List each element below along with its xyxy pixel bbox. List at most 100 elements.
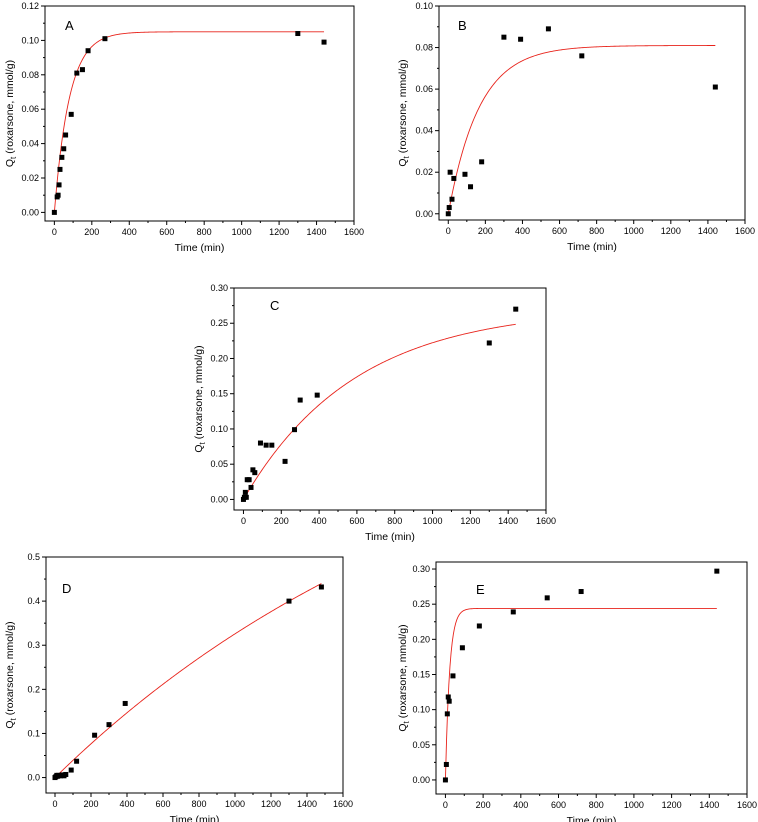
panel-a-data-point	[321, 39, 327, 45]
panel-d-y-tick-label: 0.2	[27, 684, 40, 694]
panel-b-x-tick-label: 600	[552, 226, 567, 236]
panel-c-y-tick-label: 0.05	[210, 459, 228, 469]
panel-a-data-point	[59, 154, 65, 160]
panel-b-y-tick-label: 0.02	[415, 167, 433, 177]
panel-a-y-tick-label: 0.04	[21, 139, 39, 149]
panel-c-fit-curve	[243, 323, 516, 500]
panel-a-data-point	[79, 67, 85, 73]
panel-a-x-axis-label: Time (min)	[175, 242, 225, 254]
panel-a-data-point	[295, 31, 301, 37]
panel-e-data-point	[714, 568, 720, 574]
panel-d-x-tick-label: 0	[52, 799, 57, 809]
panel-b-y-tick-label: 0.00	[415, 209, 433, 219]
panel-d-fit-curve	[54, 583, 322, 778]
panel-c-x-tick-label: 200	[274, 516, 289, 526]
panel-d-x-tick-label: 600	[155, 799, 170, 809]
panel-b-data-point	[446, 205, 452, 211]
panel-e-y-tick-label: 0.30	[412, 564, 430, 574]
panel-c-data-point	[292, 427, 298, 433]
panel-b-x-tick-label: 400	[515, 226, 530, 236]
panel-c-data-point	[248, 484, 254, 490]
panel-b-y-tick-label: 0.08	[415, 43, 433, 53]
panel-e-x-tick-label: 1600	[737, 800, 757, 810]
panel-c-data-point	[252, 470, 258, 476]
panel-a-x-tick-label: 800	[197, 227, 212, 237]
panel-c-x-tick-label: 0	[241, 516, 246, 526]
panel-c-x-tick-label: 1600	[536, 516, 556, 526]
panel-e-data-point	[443, 761, 449, 767]
panel-c-x-tick-label: 600	[349, 516, 364, 526]
panel-a-x-tick-label: 600	[159, 227, 174, 237]
panel-d-y-tick-label: 0.1	[27, 728, 40, 738]
panel-e-x-tick-label: 1200	[662, 800, 682, 810]
panel-a-data-point	[102, 36, 108, 42]
panel-d-data-point	[63, 771, 69, 777]
panel-c-x-tick-label: 1200	[460, 516, 480, 526]
panel-c-data-point	[282, 458, 288, 464]
panel-a-x-tick-label: 1600	[344, 227, 364, 237]
panel-c-y-axis-label: Qt (roxarsone, mmol/g)	[193, 345, 207, 452]
panel-b-letter-label: B	[458, 18, 467, 33]
panel-c-y-tick-label: 0.00	[210, 494, 228, 504]
panel-e-letter-label: E	[476, 582, 485, 597]
panel-b-x-tick-label: 800	[589, 226, 604, 236]
panel-c-y-tick-label: 0.25	[210, 318, 228, 328]
panel-a-plot-frame	[44, 5, 355, 222]
panel-c-data-point	[250, 467, 256, 473]
panel-c-data-point	[513, 306, 519, 312]
panel-a-data-point	[61, 146, 67, 152]
panel-b-x-tick-label: 200	[478, 226, 493, 236]
panel-a-data-point	[55, 192, 61, 198]
panel-e-data-point	[544, 595, 550, 601]
panel-a-x-tick-label: 0	[52, 227, 57, 237]
panel-e-data-point	[445, 694, 451, 700]
panel-e-data-point	[442, 777, 448, 783]
panel-d-data-point	[286, 598, 292, 604]
panel-b-data-point	[449, 196, 455, 202]
panel-e-x-axis-label: Time (min)	[567, 815, 617, 822]
panel-b-x-axis-label: Time (min)	[567, 241, 617, 253]
panel-e-plot-frame	[435, 561, 748, 795]
panel-d-y-tick-label: 0.3	[27, 640, 40, 650]
panel-b-data-point	[447, 169, 453, 175]
panel-a-data-point	[74, 70, 80, 76]
panel-b-data-point	[579, 53, 585, 59]
panel-d-plot-frame	[45, 556, 344, 794]
panel-c-data-point	[242, 489, 248, 495]
panel-a-y-tick-label: 0.12	[21, 1, 39, 11]
panel-d-x-tick-label: 1400	[297, 799, 317, 809]
panel-d-y-axis-label: Qt (roxarsone, mmol/g)	[4, 621, 18, 728]
chart-panel-e: 0 200 400 600 800 1000 1200 1400 1600 0.00 0.05 0.1…	[397, 561, 757, 822]
panel-a-y-tick-label: 0.10	[21, 35, 39, 45]
panel-e-data-point	[476, 623, 482, 629]
panel-d-data-point	[92, 732, 98, 738]
panel-c-data-point	[243, 494, 249, 500]
panel-a-fit-curve	[53, 31, 325, 213]
panel-e-data-point	[444, 711, 450, 717]
panel-e-x-tick-label: 0	[443, 800, 448, 810]
panel-b-data-point	[451, 175, 457, 181]
panel-d-data-point	[74, 758, 80, 764]
panel-b-data-point	[468, 184, 474, 190]
panel-b-x-tick-label: 1000	[624, 226, 644, 236]
panel-c-x-tick-label: 800	[387, 516, 402, 526]
panel-b-data-point	[462, 171, 468, 177]
panel-d-x-tick-label: 400	[119, 799, 134, 809]
panel-a-data-point	[51, 209, 57, 215]
panel-a-letter-label: A	[65, 18, 74, 33]
panel-e-x-tick-label: 400	[513, 800, 528, 810]
panel-b-y-tick-label: 0.06	[415, 84, 433, 94]
panel-b-plot-frame	[438, 5, 746, 221]
panel-c-plot-frame	[233, 287, 547, 511]
panel-e-x-tick-label: 1400	[699, 800, 719, 810]
panel-a-y-tick-label: 0.02	[21, 173, 39, 183]
panel-a-y-tick-label: 0.06	[21, 104, 39, 114]
panel-a-x-tick-label: 400	[122, 227, 137, 237]
chart-panel-d: 0 200 400 600 800 1000 1200 1400 1600 0.0 0.1 0.2 0.…	[4, 552, 353, 822]
panel-a-y-tick-label: 0.00	[21, 207, 39, 217]
panel-d-y-tick-label: 0.5	[27, 552, 40, 562]
panel-c-data-point	[246, 477, 252, 483]
panel-c-x-tick-label: 1400	[498, 516, 518, 526]
panel-e-y-tick-label: 0.05	[412, 740, 430, 750]
panel-c-data-point	[297, 397, 303, 403]
